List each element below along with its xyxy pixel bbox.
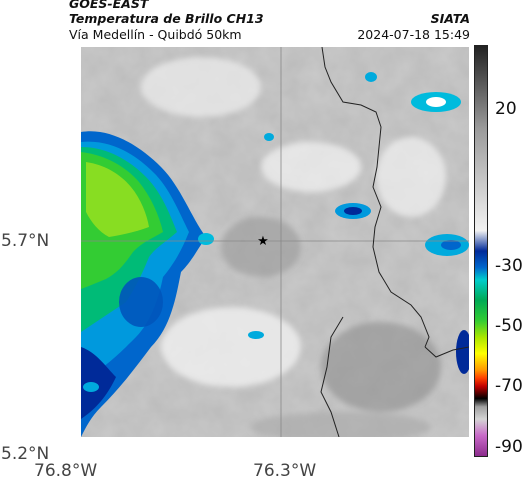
lat-label-5-7: 5.7°N: [1, 231, 50, 251]
product-title: Temperatura de Brillo CH13: [69, 11, 264, 26]
datetime-label: 2024-07-18 15:49: [357, 27, 470, 42]
star-marker: ★: [257, 234, 269, 249]
small-cloud-cells: [83, 72, 469, 392]
lat-label-5-2: 5.2°N: [1, 444, 50, 464]
border-line-1: [321, 47, 430, 348]
convective-cloud: [81, 131, 214, 437]
colorbar-tick-minus-30: -30: [495, 256, 523, 276]
colorbar-tick-minus-50: -50: [495, 316, 523, 336]
satellite-label: GOES-EAST: [69, 0, 149, 11]
colorbar-tick-minus-90: -90: [495, 437, 523, 457]
lon-label-76-3: 76.3°W: [253, 461, 317, 481]
satellite-map: ★: [81, 47, 469, 437]
colorbar-tick-20: 20: [495, 99, 517, 119]
colorbar-tick-minus-70: -70: [495, 376, 523, 396]
colorbar: [474, 45, 488, 457]
route-label: Vía Medellín - Quibdó 50km: [69, 27, 242, 42]
org-label: SIATA: [430, 11, 470, 26]
lon-label-76-8: 76.8°W: [34, 461, 98, 481]
border-line-3: [320, 316, 344, 437]
border-line-2: [424, 346, 469, 358]
